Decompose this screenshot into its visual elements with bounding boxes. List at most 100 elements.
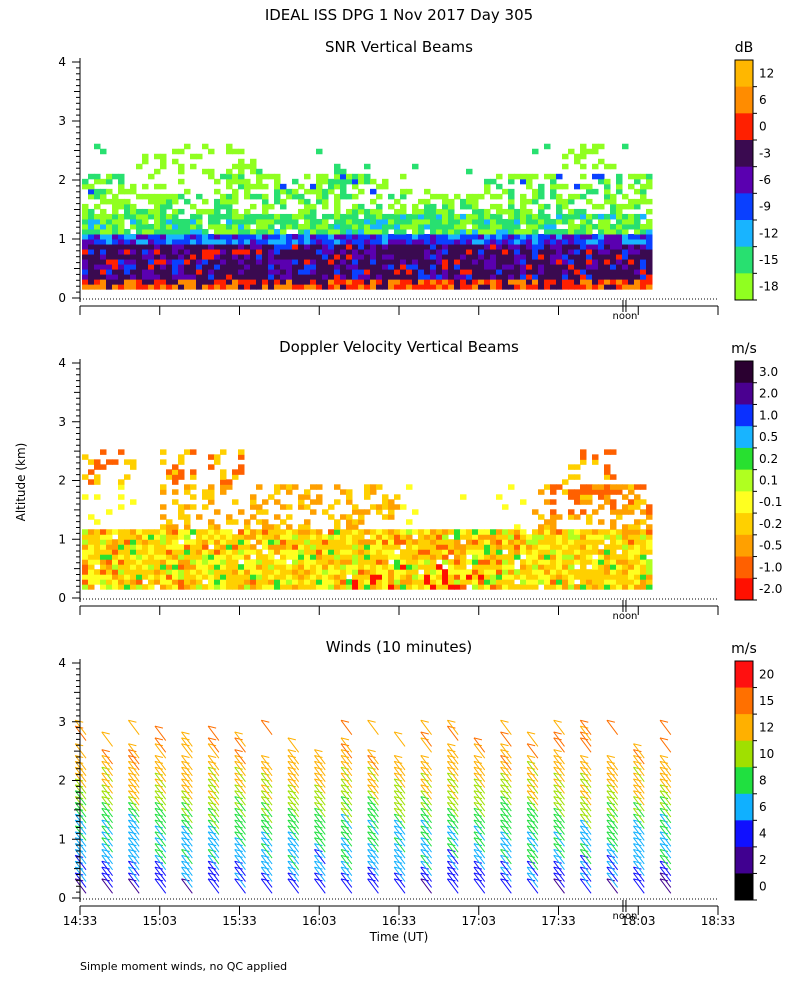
snr-cell <box>538 188 545 195</box>
snr-cell <box>352 274 359 280</box>
snr-cell <box>82 244 89 250</box>
wind-barb-staff <box>446 825 459 841</box>
doppler-cell <box>82 564 89 570</box>
snr-cell <box>244 259 251 265</box>
wind-barb-staff <box>606 849 619 865</box>
snr-cell <box>148 264 155 270</box>
snr-cell <box>322 249 329 255</box>
doppler-cell <box>382 499 389 505</box>
snr-cell <box>220 228 227 235</box>
doppler-cell <box>94 559 101 565</box>
snr-cell <box>592 203 599 210</box>
snr-cell <box>376 249 383 255</box>
doppler-cell <box>544 574 551 580</box>
snr-cell <box>556 269 563 275</box>
doppler-cell <box>214 539 221 545</box>
doppler-cell <box>346 554 353 560</box>
snr-cell <box>472 284 479 290</box>
doppler-cell <box>508 574 515 580</box>
doppler-cell <box>172 574 179 580</box>
snr-cell <box>640 173 647 180</box>
snr-cell <box>160 264 167 270</box>
snr-cell <box>376 208 383 215</box>
snr-cell <box>124 234 131 240</box>
snr-cell <box>94 143 101 150</box>
doppler-cell <box>172 489 179 495</box>
snr-cell <box>256 274 263 280</box>
snr-cell <box>352 178 359 185</box>
wind-barb-flag <box>580 784 589 788</box>
wind-barb-staff <box>553 878 565 894</box>
doppler-cell <box>328 539 335 545</box>
snr-cell <box>304 213 311 220</box>
wind-barb-staff <box>234 772 246 788</box>
doppler-cell <box>388 534 395 540</box>
wind-barb-flag <box>526 796 536 800</box>
snr-cell <box>484 228 491 235</box>
snr-cell <box>436 284 443 290</box>
wind-barb-flag <box>580 719 589 723</box>
snr-cell <box>142 208 149 215</box>
wind-barb-staff <box>367 866 379 882</box>
snr-cell <box>394 254 401 260</box>
snr-cell <box>520 218 527 225</box>
doppler-cell <box>394 559 401 565</box>
snr-cell <box>94 274 101 280</box>
snr-cell <box>484 254 491 260</box>
snr-cell <box>412 274 419 280</box>
doppler-cell <box>124 539 131 545</box>
wind-barb-flag <box>181 860 190 864</box>
snr-cell <box>178 178 185 185</box>
snr-cell <box>550 234 557 240</box>
snr-cell <box>382 183 389 190</box>
doppler-cell <box>178 554 185 560</box>
doppler-cell <box>520 559 527 565</box>
wind-barb-staff <box>579 784 592 800</box>
doppler-cell <box>592 574 599 580</box>
colorbar-label: 20 <box>759 667 774 681</box>
snr-cell <box>334 218 341 225</box>
wind-barb-flag <box>234 784 243 788</box>
snr-cell <box>244 228 251 235</box>
wind-barb-flag <box>287 854 296 858</box>
snr-cell <box>208 259 215 265</box>
wind-barb-flag <box>154 790 164 794</box>
doppler-cell <box>298 554 305 560</box>
snr-cell <box>430 259 437 265</box>
doppler-cell <box>352 539 359 545</box>
doppler-cell <box>208 574 215 580</box>
doppler-cell <box>298 499 305 505</box>
wind-barb-flag <box>553 813 562 817</box>
snr-cell <box>538 193 545 200</box>
doppler-cell <box>316 544 323 550</box>
doppler-cell <box>226 534 233 540</box>
snr-cell <box>124 259 131 265</box>
snr-cell <box>214 254 221 260</box>
doppler-cell <box>478 534 485 540</box>
doppler-cell <box>244 559 251 565</box>
wind-barb-staff <box>367 778 379 794</box>
snr-cell <box>484 269 491 275</box>
snr-cell <box>106 213 113 220</box>
doppler-cell <box>412 529 419 535</box>
wind-barb-staff <box>101 860 113 876</box>
colorbar-swatch <box>735 556 753 579</box>
doppler-cell <box>184 524 191 530</box>
snr-cell <box>538 249 545 255</box>
snr-cell <box>442 218 449 225</box>
doppler-cell <box>574 464 581 470</box>
snr-cell <box>634 213 641 220</box>
wind-barb-staff <box>606 872 619 888</box>
doppler-cell <box>592 579 599 585</box>
snr-cell <box>100 244 107 250</box>
doppler-cell <box>172 559 179 565</box>
snr-cell <box>106 244 113 250</box>
snr-cell <box>574 249 581 255</box>
wind-barb-flag <box>154 825 164 829</box>
doppler-cell <box>280 484 287 490</box>
doppler-cell <box>244 584 251 590</box>
wind-barb-staff <box>314 872 326 888</box>
doppler-cell <box>310 534 317 540</box>
wind-barb-flag <box>101 825 110 829</box>
doppler-cell <box>604 449 611 455</box>
